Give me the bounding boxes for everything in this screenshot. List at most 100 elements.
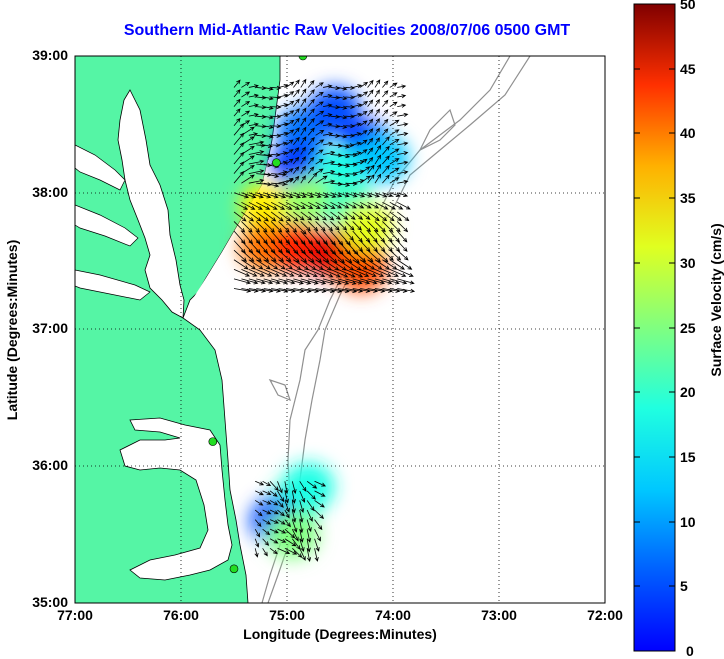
velocity-arrow <box>374 249 389 263</box>
velocity-arrow <box>248 268 265 277</box>
velocity-arrow <box>322 211 335 221</box>
velocity-arrow <box>345 278 363 285</box>
velocity-arrow <box>389 111 398 117</box>
velocity-arrow <box>315 120 325 127</box>
velocity-arrow <box>299 490 306 503</box>
velocity-arrow <box>291 490 296 504</box>
velocity-arrow <box>299 481 307 492</box>
speed-cell <box>282 462 335 511</box>
y-axis-label: Latitude (Degrees:Minutes) <box>4 239 20 421</box>
velocity-arrow <box>256 114 267 119</box>
velocity-arrow <box>337 230 351 246</box>
velocity-arrow <box>293 192 307 198</box>
velocity-arrow <box>241 174 255 184</box>
velocity-arrow <box>263 96 274 101</box>
velocity-arrow <box>306 529 312 543</box>
y-tick-label: 39:00 <box>32 47 68 63</box>
velocity-arrow <box>248 122 259 127</box>
velocity-arrow <box>374 89 380 98</box>
velocity-arrow <box>278 141 288 146</box>
velocity-arrow <box>352 268 370 277</box>
velocity-arrow <box>367 278 386 285</box>
velocity-arrow <box>263 259 279 270</box>
velocity-arrow <box>278 278 296 285</box>
velocity-arrow <box>271 124 282 129</box>
velocity-arrow <box>254 528 261 538</box>
velocity-arrow <box>389 92 398 98</box>
velocity-arrow <box>359 249 374 263</box>
velocity-arrow <box>241 145 255 155</box>
velocity-arrow <box>278 201 293 210</box>
velocity-arrow <box>359 175 371 184</box>
velocity-arrow <box>300 78 307 88</box>
velocity-arrow <box>352 211 364 220</box>
velocity-arrow <box>337 154 351 159</box>
velocity-arrow <box>314 519 323 531</box>
velocity-arrow <box>345 268 364 278</box>
velocity-arrow <box>284 519 291 528</box>
station-marker <box>272 158 281 167</box>
velocity-arrow <box>367 259 383 270</box>
velocity-arrow <box>389 138 400 146</box>
velocity-arrow <box>397 122 409 127</box>
velocity-arrow <box>285 100 295 107</box>
velocity-arrow <box>322 150 336 155</box>
velocity-arrow <box>256 268 273 277</box>
colorbar <box>633 3 676 652</box>
velocity-arrow <box>248 278 266 285</box>
velocity-arrow <box>263 105 274 110</box>
velocity-arrow <box>291 528 299 542</box>
velocity-arrow <box>300 156 306 165</box>
velocity-arrow <box>352 132 362 137</box>
colorbar-tick-label: 25 <box>680 320 696 336</box>
velocity-arrow <box>397 160 409 165</box>
velocity-arrow <box>233 89 241 98</box>
velocity-arrow <box>263 192 279 199</box>
velocity-arrow <box>315 230 329 246</box>
velocity-arrow <box>262 538 270 546</box>
y-tick-label: 37:00 <box>32 320 68 336</box>
velocity-arrow <box>271 143 281 148</box>
chesapeake-bay <box>117 89 185 319</box>
velocity-arrow <box>382 155 390 165</box>
velocity-arrow <box>322 160 336 165</box>
velocity-arrow <box>359 268 377 277</box>
velocity-arrow <box>299 538 305 553</box>
velocity-arrow <box>270 249 285 262</box>
velocity-arrow <box>300 249 315 263</box>
velocity-arrow <box>285 129 295 136</box>
velocity-arrow <box>308 268 326 278</box>
station-marker <box>229 564 239 574</box>
velocity-arrow <box>241 126 255 136</box>
velocity-arrow <box>271 181 287 187</box>
velocity-arrow <box>322 103 333 108</box>
velocity-arrow <box>315 240 329 255</box>
velocity-arrow <box>256 95 267 100</box>
station-marker <box>298 56 308 61</box>
velocity-arrow <box>270 221 283 233</box>
velocity-arrow <box>345 95 355 100</box>
x-tick-label: 74:00 <box>375 607 411 623</box>
velocity-arrow <box>352 259 368 270</box>
velocity-arrow <box>382 80 389 88</box>
velocity-arrow <box>256 278 274 285</box>
velocity-arrow <box>293 201 306 209</box>
velocity-arrow <box>248 159 265 165</box>
velocity-arrow <box>293 156 300 165</box>
velocity-arrow <box>256 85 267 91</box>
velocity-arrow <box>300 211 313 221</box>
velocity-arrow <box>352 221 363 231</box>
y-tick-label: 38:00 <box>32 184 68 200</box>
velocity-arrow <box>293 88 300 98</box>
velocity-arrow <box>292 548 303 558</box>
velocity-arrow <box>389 82 398 88</box>
velocity-arrow <box>345 143 355 148</box>
hf-radar-stations <box>208 56 308 574</box>
velocity-arrow <box>307 80 315 88</box>
colorbar-tick-label: 0 <box>686 643 694 659</box>
velocity-arrow <box>315 268 334 278</box>
velocity-arrow <box>293 166 300 174</box>
velocity-arrow <box>270 259 286 270</box>
velocity-arrow <box>300 268 318 278</box>
velocity-arrow <box>241 101 251 107</box>
